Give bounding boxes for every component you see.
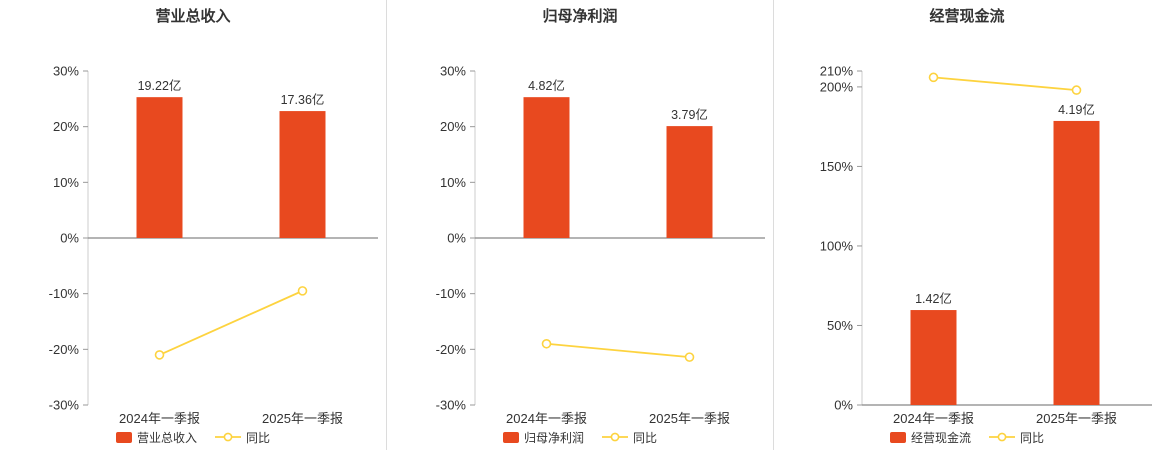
legend-label: 同比 (633, 430, 658, 445)
line-series-swatch-icon (602, 432, 628, 442)
revenue-chart: 30% 20% 10% 0% -10% -20% -30% 19.22亿 2024年一季报 17.… (49, 64, 378, 424)
yoy-line-marker (297, 286, 308, 296)
revenue-chart-legend: 营业总收入 同比 (0, 424, 386, 450)
legend-label: 同比 (246, 430, 271, 445)
y-tick-label: 100% (820, 238, 854, 253)
net-profit-chart-legend: 归母净利润 同比 (387, 424, 773, 450)
line-series-swatch-icon (215, 432, 241, 442)
yoy-line-marker (928, 72, 939, 83)
bar-value-label: 17.36亿 (281, 92, 325, 107)
bar (1053, 120, 1100, 405)
y-tick-label: -20% (436, 342, 467, 357)
cash-flow-chart: 210%200% 150% 100% 50% 0% 1.42亿 2024年一季报 4.19亿 2… (820, 64, 1152, 424)
panel-divider (386, 0, 387, 450)
net-profit-chart: 30% 20% 10% 0% -10% -20% -30% 4.82亿 2024年一季报 3.79… (436, 64, 765, 424)
yoy-line-marker (541, 338, 552, 349)
bar (279, 111, 326, 238)
bar (666, 126, 713, 238)
x-axis-label: 2025年一季报 (262, 411, 343, 424)
bar-series-swatch (115, 431, 132, 443)
bar-value-label: 4.82亿 (528, 78, 565, 93)
legend-item-bar-series[interactable]: 营业总收入 (115, 429, 197, 446)
panel-divider (773, 0, 774, 450)
bar-value-label: 4.19亿 (1058, 102, 1095, 117)
legend-item-bar-series[interactable]: 归母净利润 (502, 429, 584, 446)
bar-value-label: 3.79亿 (671, 107, 708, 122)
y-tick-label: -30% (49, 398, 80, 413)
legend-item-line-series[interactable]: 同比 (215, 429, 270, 446)
yoy-line (159, 290, 303, 356)
y-tick-label: 0% (447, 231, 466, 246)
y-tick-label: 200% (820, 79, 854, 94)
yoy-line (546, 342, 690, 359)
x-axis-label: 2024年一季报 (893, 411, 974, 424)
y-tick-label: 10% (440, 175, 466, 190)
y-tick-label: -10% (436, 286, 467, 301)
cash-flow-chart-legend: 经营现金流 同比 (774, 424, 1160, 450)
legend-item-bar-series[interactable]: 经营现金流 (889, 429, 971, 446)
y-tick-label: 10% (53, 175, 79, 190)
panel-revenue: 营业总收入 30% 20% 10% 0% -10% -20% -30% 19.22亿 2024年… (0, 0, 386, 450)
line-series-swatch-icon (989, 432, 1015, 442)
legend-item-line-series[interactable]: 同比 (602, 429, 657, 446)
legend-label: 同比 (1020, 430, 1045, 445)
y-tick-label: 150% (820, 159, 854, 174)
y-tick-label: 30% (440, 64, 466, 79)
bar-value-label: 1.42亿 (915, 291, 952, 306)
x-axis-label: 2025年一季报 (649, 411, 730, 424)
y-tick-label: -20% (49, 342, 80, 357)
y-tick-label: 30% (53, 64, 79, 79)
legend-label: 经营现金流 (910, 430, 971, 445)
bar (910, 310, 957, 405)
bar (523, 97, 570, 238)
y-tick-label: 50% (827, 318, 853, 333)
x-axis-label: 2024年一季报 (119, 411, 200, 424)
yoy-line-marker (684, 352, 695, 362)
chart-title-revenue: 营业总收入 (155, 8, 231, 25)
legend-label: 归母净利润 (523, 430, 584, 445)
legend-item-line-series[interactable]: 同比 (989, 429, 1044, 446)
y-tick-label: 0% (60, 231, 79, 246)
y-tick-label: -10% (49, 286, 80, 301)
chart-title-net-profit: 归母净利润 (542, 8, 618, 25)
y-tick-label: 20% (53, 119, 79, 134)
y-tick-label: -30% (436, 398, 467, 413)
chart-title-cash-flow: 经营现金流 (929, 8, 1005, 25)
bar-series-swatch (502, 431, 519, 443)
yoy-line (933, 76, 1077, 91)
bar-value-label: 19.22亿 (138, 78, 182, 93)
legend-label: 营业总收入 (136, 430, 197, 445)
bar (136, 97, 183, 238)
y-tick-label: 20% (440, 119, 466, 134)
bar-series-swatch (889, 431, 906, 443)
y-tick-label: 210% (820, 64, 854, 79)
yoy-line-marker (154, 350, 165, 360)
panel-net-profit: 归母净利润 30% 20% 10% 0% -10% -20% -30% 4.82亿 2024年一… (387, 0, 773, 450)
y-tick-label: 0% (834, 398, 853, 413)
panel-cash-flow: 经营现金流 210% 200% 150% 100% 50% 0% 1.42亿 2024年一季报… (774, 0, 1160, 450)
x-axis-label: 2024年一季报 (506, 411, 587, 424)
yoy-line-marker (1071, 85, 1082, 95)
x-axis-label: 2025年一季报 (1036, 411, 1117, 424)
